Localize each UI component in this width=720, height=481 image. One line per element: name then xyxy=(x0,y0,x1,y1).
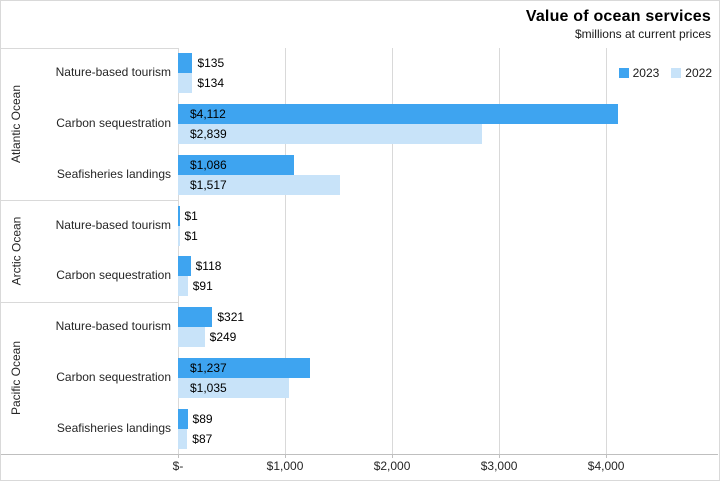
value-label-2022-atlantic-ocean-nature-based-tourism: $134 xyxy=(197,76,225,91)
bar-2022-atlantic-ocean-seafisheries-landings[interactable] xyxy=(178,174,341,195)
tick-0 xyxy=(178,454,179,458)
value-label-2022-atlantic-ocean-carbon-sequestration: $2,839 xyxy=(190,127,227,142)
value-label-2023-atlantic-ocean-nature-based-tourism: $135 xyxy=(197,56,225,71)
bar-2023-atlantic-ocean-nature-based-tourism[interactable] xyxy=(178,53,193,74)
legend-item-2023[interactable]: 2023 xyxy=(618,66,660,80)
value-label-2023-arctic-ocean-carbon-sequestration: $118 xyxy=(195,259,222,274)
group-separator xyxy=(1,301,178,303)
value-label-2022-pacific-ocean-carbon-sequestration: $1,035 xyxy=(190,380,227,395)
group-label-text-atlantic-ocean: Atlantic Ocean xyxy=(9,85,24,164)
x-tick-label-3000: $3,000 xyxy=(480,459,518,473)
category-label-arctic-ocean-carbon-sequestration: Carbon sequestration xyxy=(56,268,171,283)
value-label-2023-atlantic-ocean-carbon-sequestration: $4,112 xyxy=(190,107,226,122)
tick-1000 xyxy=(285,454,287,458)
legend-item-2022[interactable]: 2022 xyxy=(671,66,712,80)
bar-2022-pacific-ocean-nature-based-tourism[interactable] xyxy=(178,327,205,348)
bar-2023-arctic-ocean-nature-based-tourism[interactable] xyxy=(178,205,180,226)
legend-swatch-2022-icon xyxy=(671,68,682,78)
bar-2022-atlantic-ocean-carbon-sequestration[interactable] xyxy=(178,124,482,145)
category-label-pacific-ocean-nature-based-tourism: Nature-based tourism xyxy=(55,319,171,334)
value-label-2023-pacific-ocean-nature-based-tourism: $321 xyxy=(217,310,245,325)
x-tick-label-4000: $4,000 xyxy=(587,459,625,473)
category-box-top-border xyxy=(1,48,178,49)
chart-title: Value of ocean services xyxy=(525,8,711,25)
legend: 2023 2022 xyxy=(618,66,712,80)
y-axis-line xyxy=(178,48,179,454)
category-label-arctic-ocean-nature-based-tourism: Nature-based tourism xyxy=(55,217,171,232)
category-label-atlantic-ocean-carbon-sequestration: Carbon sequestration xyxy=(56,116,171,131)
x-tick-label-1000: $1,000 xyxy=(266,459,304,473)
bar-2023-pacific-ocean-seafisheries-landings[interactable] xyxy=(178,408,188,429)
gridline-3000 xyxy=(499,48,501,454)
gridline-4000 xyxy=(606,48,608,454)
tick-2000 xyxy=(392,454,394,458)
group-label-pacific-ocean: Pacific Ocean xyxy=(1,302,31,454)
tick-3000 xyxy=(499,454,501,458)
group-label-atlantic-ocean: Atlantic Ocean xyxy=(1,48,31,200)
tick-4000 xyxy=(606,454,608,458)
bar-2022-pacific-ocean-carbon-sequestration[interactable] xyxy=(178,377,289,398)
value-label-2023-arctic-ocean-nature-based-tourism: $1 xyxy=(184,208,198,223)
bar-2022-pacific-ocean-seafisheries-landings[interactable] xyxy=(178,428,188,449)
group-label-text-arctic-ocean: Arctic Ocean xyxy=(9,216,24,286)
gridline-1000 xyxy=(285,48,287,454)
bar-2022-arctic-ocean-carbon-sequestration[interactable] xyxy=(178,276,188,297)
x-tick-label-0: $- xyxy=(172,459,184,473)
value-label-2023-pacific-ocean-seafisheries-landings: $89 xyxy=(192,411,213,426)
value-label-2022-pacific-ocean-seafisheries-landings: $87 xyxy=(192,431,213,446)
bar-2022-arctic-ocean-nature-based-tourism[interactable] xyxy=(178,225,180,246)
group-separator xyxy=(1,200,178,202)
value-label-2022-arctic-ocean-nature-based-tourism: $1 xyxy=(184,228,198,243)
value-label-2022-atlantic-ocean-seafisheries-landings: $1,517 xyxy=(190,177,227,192)
legend-label-2023: 2023 xyxy=(632,66,660,80)
legend-label-2022: 2022 xyxy=(685,66,712,80)
group-label-arctic-ocean: Arctic Ocean xyxy=(1,200,31,302)
bar-2022-atlantic-ocean-nature-based-tourism[interactable] xyxy=(178,73,193,94)
bar-2023-pacific-ocean-nature-based-tourism[interactable] xyxy=(178,307,213,328)
legend-swatch-2023-icon xyxy=(618,68,629,78)
group-label-text-pacific-ocean: Pacific Ocean xyxy=(9,340,24,415)
bar-2023-arctic-ocean-carbon-sequestration[interactable] xyxy=(178,256,191,277)
value-label-2023-atlantic-ocean-seafisheries-landings: $1,086 xyxy=(190,157,227,172)
value-label-2022-arctic-ocean-carbon-sequestration: $91 xyxy=(192,279,213,294)
value-label-2022-pacific-ocean-nature-based-tourism: $249 xyxy=(209,330,237,345)
category-label-pacific-ocean-carbon-sequestration: Carbon sequestration xyxy=(56,369,171,384)
category-label-atlantic-ocean-nature-based-tourism: Nature-based tourism xyxy=(55,65,171,80)
value-label-2023-pacific-ocean-carbon-sequestration: $1,237 xyxy=(190,360,227,375)
gridline-2000 xyxy=(392,48,394,454)
chart-subtitle: $millions at current prices xyxy=(574,27,711,41)
category-label-atlantic-ocean-seafisheries-landings: Seafisheries landings xyxy=(56,166,171,181)
bar-2023-pacific-ocean-carbon-sequestration[interactable] xyxy=(178,357,311,378)
x-axis-line xyxy=(1,454,718,455)
x-tick-label-2000: $2,000 xyxy=(373,459,411,473)
category-label-pacific-ocean-seafisheries-landings: Seafisheries landings xyxy=(56,420,171,435)
bar-2023-atlantic-ocean-carbon-sequestration[interactable] xyxy=(178,104,619,125)
bar-2023-atlantic-ocean-seafisheries-landings[interactable] xyxy=(178,154,295,175)
